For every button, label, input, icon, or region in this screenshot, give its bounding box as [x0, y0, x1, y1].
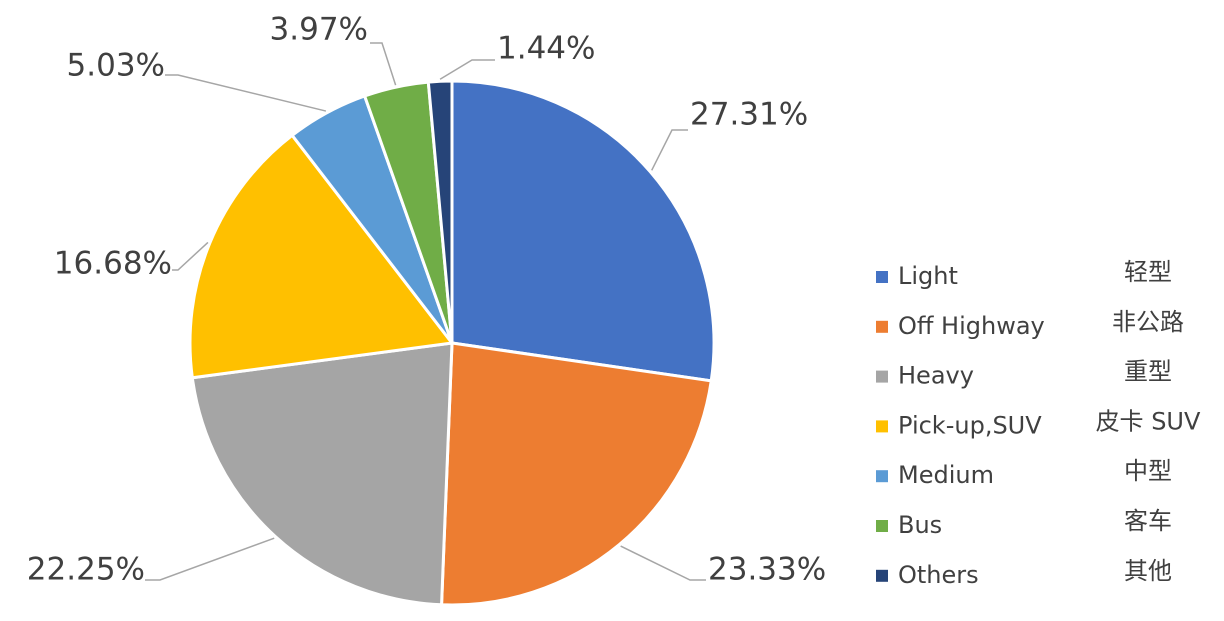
legend-label: Bus — [898, 511, 942, 539]
value-label: 27.31% — [690, 97, 808, 133]
pie-slice — [439, 341, 713, 607]
legend-label-zh: 非公路 — [1112, 308, 1184, 336]
legend-label-zh: 客车 — [1124, 507, 1172, 535]
legend-label: Off Highway — [898, 312, 1045, 340]
leader-line — [370, 42, 397, 86]
legend-swatch — [876, 271, 888, 283]
legend-swatch — [876, 420, 888, 433]
leader-line — [439, 59, 495, 80]
leader-line — [145, 537, 275, 581]
legend-swatch — [876, 520, 888, 532]
pie-slice — [190, 341, 454, 607]
legend-swatch — [876, 569, 888, 582]
legend-label-zh: 轻型 — [1124, 258, 1172, 286]
legend-label-zh: 中型 — [1124, 457, 1172, 485]
leader-line — [620, 545, 706, 581]
legend-swatch — [876, 370, 888, 383]
legend-label-zh: 皮卡 SUV — [1096, 407, 1201, 435]
legend-label: Light — [898, 262, 958, 290]
legend-swatch — [876, 470, 888, 483]
value-label: 1.44% — [497, 31, 595, 67]
legend-swatch — [876, 320, 888, 333]
legend-label-zh: 重型 — [1124, 358, 1172, 386]
pie-slice — [188, 133, 455, 380]
value-label: 5.03% — [67, 48, 165, 84]
legend-label: Medium — [898, 461, 994, 489]
value-label: 22.25% — [27, 552, 145, 588]
legend-label: Pick-up,SUV — [898, 411, 1042, 439]
legend-label-zh: 其他 — [1124, 557, 1172, 585]
value-label: 16.68% — [54, 246, 172, 282]
leader-line — [172, 241, 209, 271]
leader-line — [165, 74, 327, 112]
leader-line — [651, 129, 688, 171]
pie-slice — [426, 79, 454, 344]
legend-label: Others — [898, 561, 979, 589]
legend-label: Heavy — [898, 362, 974, 390]
value-label: 23.33% — [708, 552, 826, 588]
pie-slice — [450, 79, 716, 383]
value-label: 3.97% — [270, 12, 368, 48]
